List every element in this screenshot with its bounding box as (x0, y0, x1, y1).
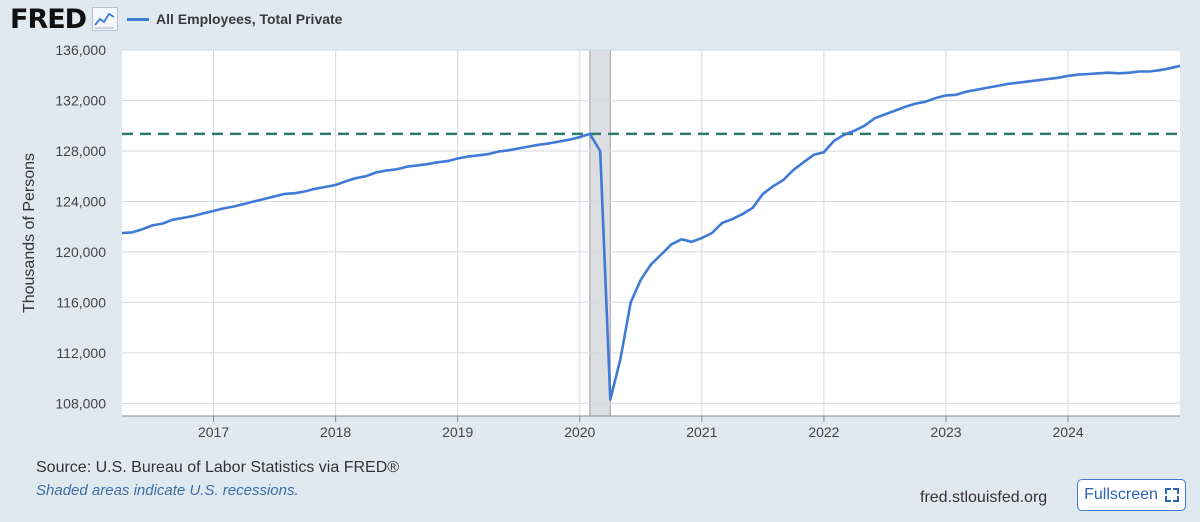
fred-chart-icon (92, 7, 118, 31)
recession-band (589, 50, 611, 416)
y-tick-label: 116,000 (56, 294, 106, 310)
y-tick-label: 132,000 (55, 92, 106, 108)
y-tick-label: 112,000 (56, 345, 106, 361)
y-tick-label: 120,000 (55, 244, 106, 260)
x-tick-labels: 2017 2018 2019 2020 2021 2022 2023 2024 (198, 424, 1084, 440)
fullscreen-label: Fullscreen (1084, 486, 1158, 503)
fred-logo[interactable]: FRED (10, 4, 87, 35)
y-tick-label: 124,000 (55, 193, 106, 209)
x-tick-label: 2023 (930, 424, 961, 440)
y-tick-label: 136,000 (55, 42, 106, 58)
x-tick-label: 2024 (1052, 424, 1083, 440)
x-tick-label: 2018 (320, 424, 351, 440)
recession-note: Shaded areas indicate U.S. recessions. (36, 482, 299, 499)
x-tick-label: 2021 (686, 424, 717, 440)
y-axis-label: Thousands of Persons (21, 153, 38, 313)
series-line (121, 64, 1181, 401)
series-layer (121, 64, 1181, 401)
chart-legend: All Employees, Total Private (127, 11, 342, 27)
y-tick-label: 128,000 (55, 143, 106, 159)
fullscreen-icon (1164, 488, 1179, 502)
x-tick-label: 2022 (808, 424, 839, 440)
source-text: Source: U.S. Bureau of Labor Statistics … (36, 459, 400, 476)
recession-layer (589, 50, 611, 416)
grid-layer (122, 49, 1180, 422)
site-link[interactable]: fred.stlouisfed.org (920, 489, 1048, 506)
x-tick-label: 2020 (564, 424, 595, 440)
y-tick-label: 108,000 (55, 395, 106, 411)
plot-area (122, 50, 1180, 416)
x-tick-label: 2019 (442, 424, 473, 440)
legend-label: All Employees, Total Private (156, 11, 343, 27)
fullscreen-button[interactable]: Fullscreen (1077, 479, 1186, 511)
x-tick-label: 2017 (198, 424, 229, 440)
legend-swatch-icon (127, 17, 149, 21)
y-tick-labels: 108,000 112,000 116,000 120,000 124,000 128,0… (55, 42, 106, 411)
